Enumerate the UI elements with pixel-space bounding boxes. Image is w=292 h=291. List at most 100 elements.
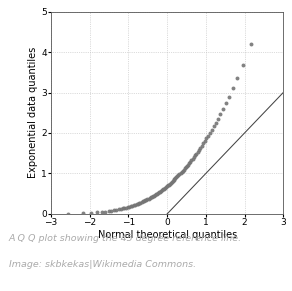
Point <box>182 166 187 171</box>
Point <box>227 94 231 99</box>
Point <box>150 194 154 199</box>
Point <box>144 197 149 202</box>
Point <box>215 116 220 121</box>
Point <box>213 120 218 125</box>
Point <box>170 179 175 183</box>
Point <box>206 134 211 138</box>
Point <box>139 200 144 204</box>
Point <box>114 207 119 212</box>
Point <box>176 173 181 178</box>
Point <box>185 164 189 168</box>
Point <box>168 181 173 185</box>
Point <box>164 184 169 189</box>
Point <box>152 193 156 198</box>
Point <box>195 149 200 154</box>
Point <box>157 189 162 194</box>
Point <box>140 199 145 204</box>
Y-axis label: Exponential data quantiles: Exponential data quantiles <box>28 47 39 178</box>
Point <box>112 208 117 213</box>
Point <box>129 204 133 208</box>
Point <box>133 202 138 207</box>
Point <box>209 127 214 132</box>
Point <box>192 155 196 159</box>
Point <box>162 185 167 190</box>
Point <box>124 205 128 210</box>
Point <box>223 101 228 106</box>
Text: Image: skbkekas|Wikimedia Commons.: Image: skbkekas|Wikimedia Commons. <box>9 260 196 269</box>
Point <box>132 203 136 207</box>
Text: A Q Q plot showing the 45 degree reference line.: A Q Q plot showing the 45 degree referen… <box>9 234 242 243</box>
Point <box>161 187 165 192</box>
Point <box>208 131 212 135</box>
Point <box>165 183 170 188</box>
Point <box>177 172 182 177</box>
Point <box>230 86 235 91</box>
Point <box>241 62 245 67</box>
Point <box>197 148 201 152</box>
Point <box>99 210 104 214</box>
Point <box>120 206 125 211</box>
Point <box>143 198 147 203</box>
Point <box>175 174 180 179</box>
Point <box>201 141 206 146</box>
Point <box>186 162 190 167</box>
Point <box>148 195 153 200</box>
Point <box>145 197 150 201</box>
Point <box>157 190 161 194</box>
Point <box>181 167 186 172</box>
Point <box>142 198 146 203</box>
Point <box>135 201 140 206</box>
Point <box>106 209 111 214</box>
Point <box>159 188 164 192</box>
Point <box>203 139 207 143</box>
Point <box>199 143 204 148</box>
Point <box>189 158 194 162</box>
Point <box>146 196 151 201</box>
Point <box>152 193 157 197</box>
Point <box>154 192 158 196</box>
Point <box>211 124 216 129</box>
X-axis label: Normal theoretical quantiles: Normal theoretical quantiles <box>98 230 237 240</box>
Point <box>122 206 127 210</box>
Point <box>172 177 177 182</box>
Point <box>235 76 240 81</box>
Point <box>190 156 195 161</box>
Point <box>109 208 114 213</box>
Point <box>187 161 192 166</box>
Point <box>103 209 108 214</box>
Point <box>134 202 139 206</box>
Point <box>166 182 171 187</box>
Point <box>137 201 142 205</box>
Point <box>198 146 203 150</box>
Point <box>164 185 168 189</box>
Point <box>188 159 193 164</box>
Point <box>161 186 166 191</box>
Point <box>159 189 163 193</box>
Point <box>193 153 197 158</box>
Point <box>173 176 178 181</box>
Point <box>174 175 179 180</box>
Point <box>81 211 86 216</box>
Point <box>180 168 185 173</box>
Point <box>220 107 225 111</box>
Point <box>154 191 159 196</box>
Point <box>171 178 176 182</box>
Point <box>178 171 183 175</box>
Point <box>249 42 253 46</box>
Point <box>194 151 199 156</box>
Point <box>204 136 209 141</box>
Point <box>265 0 269 2</box>
Point <box>169 180 174 184</box>
Point <box>218 112 223 116</box>
Point <box>156 191 160 195</box>
Point <box>183 165 188 169</box>
Point <box>65 211 70 216</box>
Point <box>126 205 130 210</box>
Point <box>138 200 143 205</box>
Point <box>118 207 123 211</box>
Point <box>127 204 132 209</box>
Point <box>179 170 184 174</box>
Point <box>150 194 155 198</box>
Point <box>95 210 99 215</box>
Point <box>130 203 135 208</box>
